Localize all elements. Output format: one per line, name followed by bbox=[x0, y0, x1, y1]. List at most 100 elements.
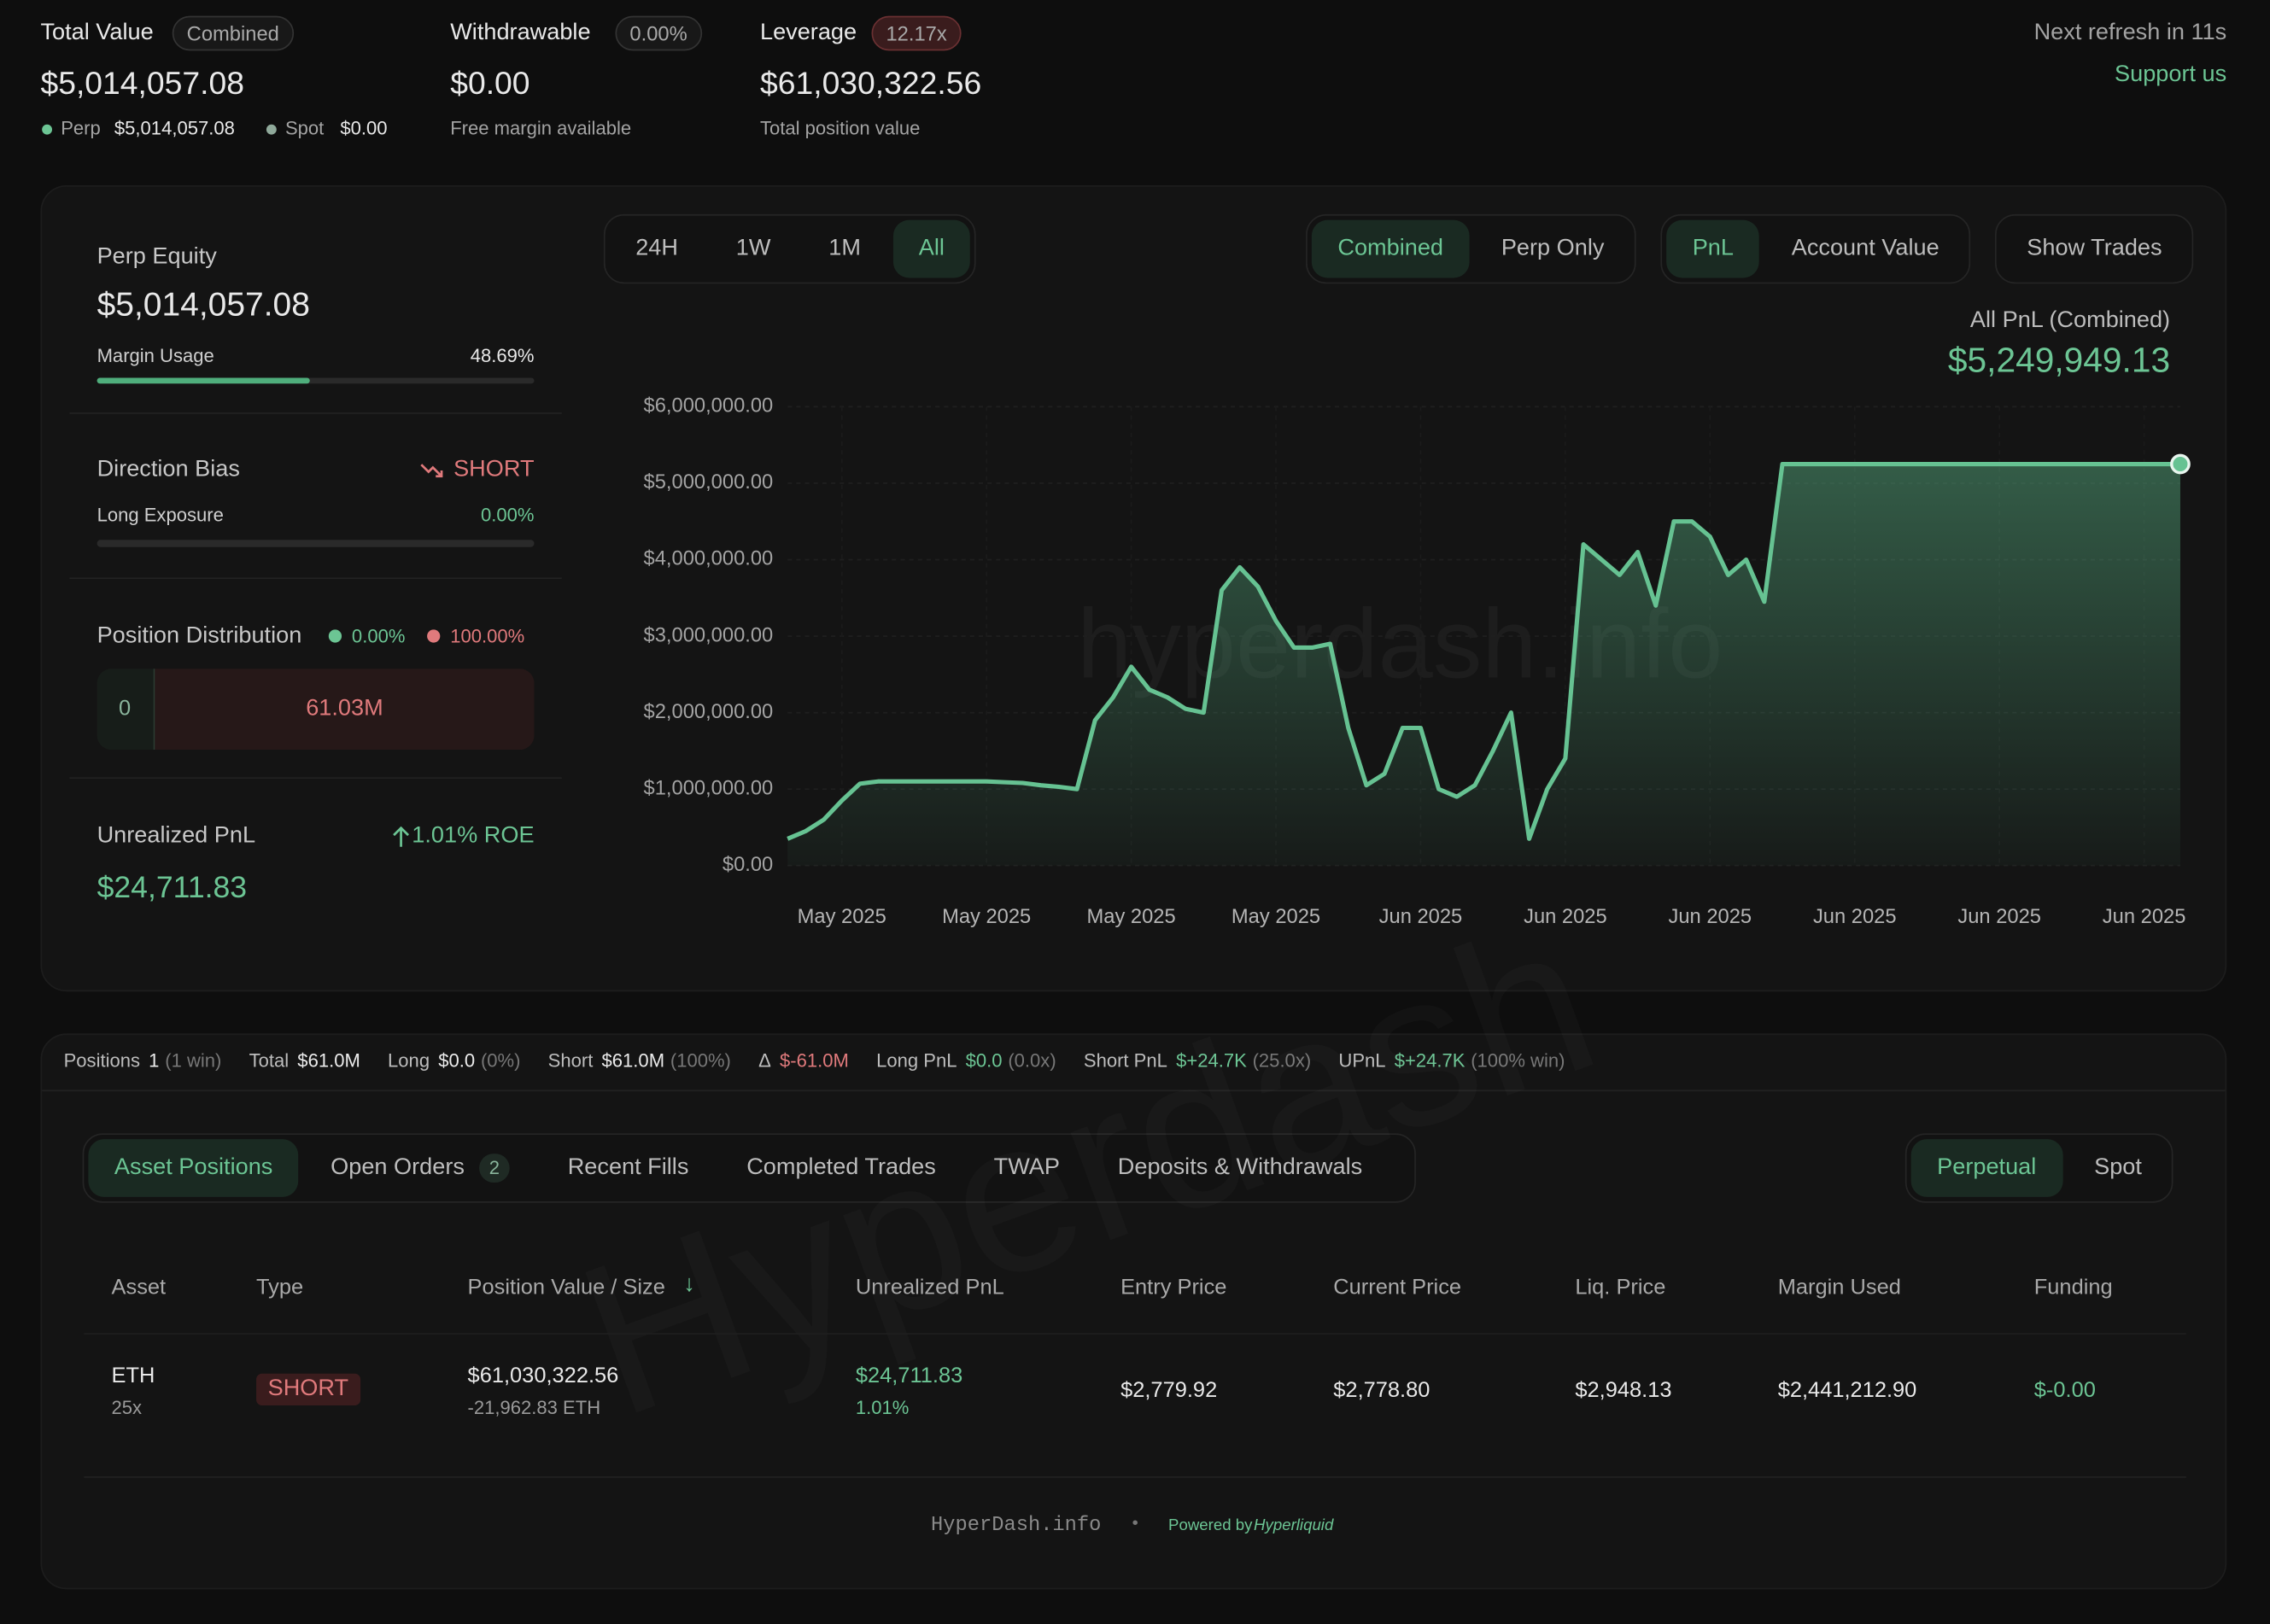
summary-item: Short $61.0M (100%) bbox=[548, 1049, 731, 1071]
summary-item: Positions 1 (1 win) bbox=[64, 1049, 222, 1071]
arrow-up-icon bbox=[393, 826, 410, 847]
subtext: Free margin available bbox=[450, 117, 632, 139]
label: Perp Equity bbox=[97, 244, 217, 270]
value: $5,014,057.08 bbox=[114, 117, 235, 139]
value: $5,014,057.08 bbox=[40, 65, 244, 102]
range-toggle: 24H 1W 1M All bbox=[603, 213, 977, 284]
badge: 12.17x bbox=[871, 15, 962, 51]
long-segment bbox=[97, 669, 155, 751]
tab-bar: Asset Positions Open Orders 2 Recent Fills C… bbox=[82, 1133, 1416, 1203]
table-cell: $2,779.92 bbox=[1120, 1377, 1218, 1403]
table-cell: $-0.00 bbox=[2033, 1377, 2096, 1403]
value: $0.00 bbox=[340, 117, 388, 139]
summary-note: (1 win) bbox=[165, 1049, 222, 1072]
dot bbox=[266, 124, 277, 135]
refresh-timer: Next refresh in 11s bbox=[2033, 20, 2227, 45]
table-cell: SHORT bbox=[256, 1373, 360, 1406]
show-trades-button[interactable]: Show Trades bbox=[2027, 236, 2162, 261]
label: Direction Bias bbox=[97, 457, 240, 482]
summary-value: $0.0 bbox=[438, 1049, 476, 1072]
summary-value: $+24.7K bbox=[1176, 1049, 1247, 1072]
toggle-button[interactable]: Recent Fills bbox=[567, 1154, 689, 1180]
summary-label: Total bbox=[249, 1049, 290, 1072]
value: 61.03M bbox=[306, 696, 383, 721]
label: Spot bbox=[284, 117, 325, 139]
summary-note: (25.0x) bbox=[1252, 1049, 1312, 1072]
badge: 0.00% bbox=[615, 15, 702, 51]
dot bbox=[328, 629, 342, 643]
divider bbox=[84, 1333, 2186, 1335]
support-link[interactable]: Support us bbox=[2115, 61, 2227, 87]
label: Position Distribution bbox=[97, 623, 302, 649]
summary-bar: Positions 1 (1 win) Total $61.0M Long $0.0 (0%)… bbox=[64, 1049, 1565, 1071]
chart-card bbox=[40, 184, 2227, 992]
table-cell: 1.01% bbox=[855, 1396, 910, 1419]
summary-item: Total $61.0M bbox=[249, 1049, 360, 1071]
table-cell: $2,778.80 bbox=[1333, 1377, 1430, 1403]
summary-label: Short PnL bbox=[1083, 1049, 1167, 1072]
toggle-button[interactable]: Perpetual bbox=[1910, 1139, 2062, 1197]
summary-item: UPnL $+24.7K (100% win) bbox=[1338, 1049, 1565, 1071]
chart-title: All PnL (Combined) bbox=[1969, 308, 2171, 333]
label: Perp bbox=[61, 117, 101, 139]
toggle-button[interactable]: PnL bbox=[1666, 219, 1760, 278]
dot bbox=[427, 629, 441, 643]
footer-brand[interactable]: Hyperliquid bbox=[1254, 1516, 1334, 1534]
count-badge: 2 bbox=[478, 1154, 510, 1183]
value: 0.00% bbox=[351, 625, 406, 647]
value: 0 bbox=[119, 696, 132, 721]
toggle-button[interactable]: Spot bbox=[2094, 1154, 2142, 1180]
value: $24,711.83 bbox=[97, 871, 248, 905]
toggle-button[interactable]: 1M bbox=[828, 236, 861, 261]
short-segment bbox=[155, 669, 535, 751]
positions-card bbox=[40, 1033, 2227, 1590]
summary-label: Long bbox=[388, 1049, 430, 1072]
table-cell: ETH bbox=[111, 1363, 155, 1388]
summary-value: $61.0M bbox=[297, 1049, 360, 1072]
summary-value: $-61.0M bbox=[780, 1049, 849, 1072]
toggle-button[interactable]: All bbox=[892, 219, 971, 278]
table-cell: $2,948.13 bbox=[1575, 1377, 1672, 1403]
summary-label: Positions bbox=[63, 1049, 141, 1072]
divider bbox=[69, 577, 562, 580]
value: $0.00 bbox=[450, 65, 530, 102]
separator: • bbox=[1132, 1512, 1138, 1533]
toggle-button[interactable]: Account Value bbox=[1791, 236, 1939, 261]
summary-value: $0.0 bbox=[965, 1049, 1003, 1072]
summary-label: Δ bbox=[758, 1049, 771, 1072]
summary-label: UPnL bbox=[1338, 1049, 1386, 1072]
toggle-button[interactable]: Deposits & Withdrawals bbox=[1117, 1154, 1363, 1180]
summary-value: $+24.7K bbox=[1394, 1049, 1466, 1072]
chart-headline: $5,249,949.13 bbox=[1947, 342, 2171, 381]
toggle-button[interactable]: Perp Only bbox=[1501, 236, 1605, 261]
column-header: Asset bbox=[111, 1275, 167, 1300]
toggle-button[interactable]: Asset Positions bbox=[88, 1139, 299, 1197]
summary-label: Short bbox=[547, 1049, 594, 1072]
divider bbox=[42, 1089, 2226, 1092]
summary-note: (0.0x) bbox=[1008, 1049, 1056, 1072]
toggle-button[interactable]: Combined bbox=[1311, 219, 1470, 278]
value: 0.00% bbox=[481, 503, 535, 526]
toggle-button[interactable]: Completed Trades bbox=[746, 1154, 936, 1180]
toggle-button[interactable]: Open Orders 2 bbox=[305, 1139, 536, 1197]
column-header: Margin Used bbox=[1777, 1275, 1901, 1300]
toggle-button[interactable]: 1W bbox=[735, 236, 771, 261]
mode-toggle: Combined Perp Only bbox=[1306, 213, 1636, 284]
label: Total Value bbox=[40, 20, 154, 45]
footer-site: HyperDash.info bbox=[931, 1514, 1102, 1538]
market-toggle: Perpetual Spot bbox=[1904, 1133, 2174, 1203]
table-cell: $24,711.83 bbox=[855, 1363, 963, 1388]
toggle-button[interactable]: TWAP bbox=[993, 1154, 1060, 1180]
column-header: Current Price bbox=[1333, 1275, 1462, 1300]
toggle-button[interactable]: 24H bbox=[635, 236, 678, 261]
distribution-bar: 0 61.03M bbox=[97, 669, 535, 751]
summary-value: 1 bbox=[149, 1049, 160, 1072]
summary-label: Long PnL bbox=[876, 1049, 957, 1072]
divider bbox=[69, 412, 562, 414]
summary-item: Long $0.0 (0%) bbox=[388, 1049, 520, 1071]
summary-item: Δ $-61.0M bbox=[758, 1049, 849, 1071]
divider bbox=[69, 777, 562, 780]
summary-note: (100%) bbox=[670, 1049, 731, 1072]
table-cell: 25x bbox=[111, 1396, 143, 1419]
summary-item: Short PnL $+24.7K (25.0x) bbox=[1084, 1049, 1311, 1071]
